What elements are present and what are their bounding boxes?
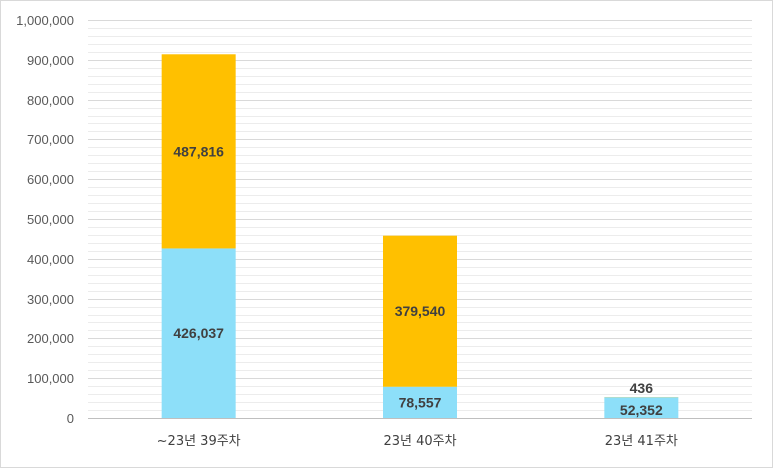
y-tick-label: 400,000 (27, 252, 74, 267)
bar-segment (604, 397, 679, 418)
y-tick-label: 300,000 (27, 292, 74, 307)
y-tick-label: 1,000,000 (16, 13, 74, 28)
y-tick-label: 0 (67, 411, 74, 426)
x-tick-label: ~23년 39주차 (157, 434, 241, 449)
y-tick-label: 900,000 (27, 53, 74, 68)
data-label: 52,352 (620, 402, 663, 418)
data-label: 487,816 (173, 143, 224, 159)
x-tick-label: 23년 41주차 (605, 434, 678, 449)
y-tick-label: 600,000 (27, 172, 74, 187)
data-label: 426,037 (173, 325, 224, 341)
y-tick-label: 500,000 (27, 212, 74, 227)
bar-segment (383, 235, 457, 387)
data-label: 436 (630, 380, 654, 396)
y-tick-label: 200,000 (27, 331, 74, 346)
bar-segment (383, 386, 457, 418)
data-label: 379,540 (395, 303, 446, 319)
y-tick-label: 100,000 (27, 371, 74, 386)
y-tick-label: 700,000 (27, 132, 74, 147)
bar-segment (161, 54, 236, 249)
bar-segment (161, 248, 236, 418)
x-tick-label: 23년 40주차 (383, 434, 456, 449)
y-tick-label: 800,000 (27, 93, 74, 108)
data-label: 78,557 (399, 394, 442, 410)
